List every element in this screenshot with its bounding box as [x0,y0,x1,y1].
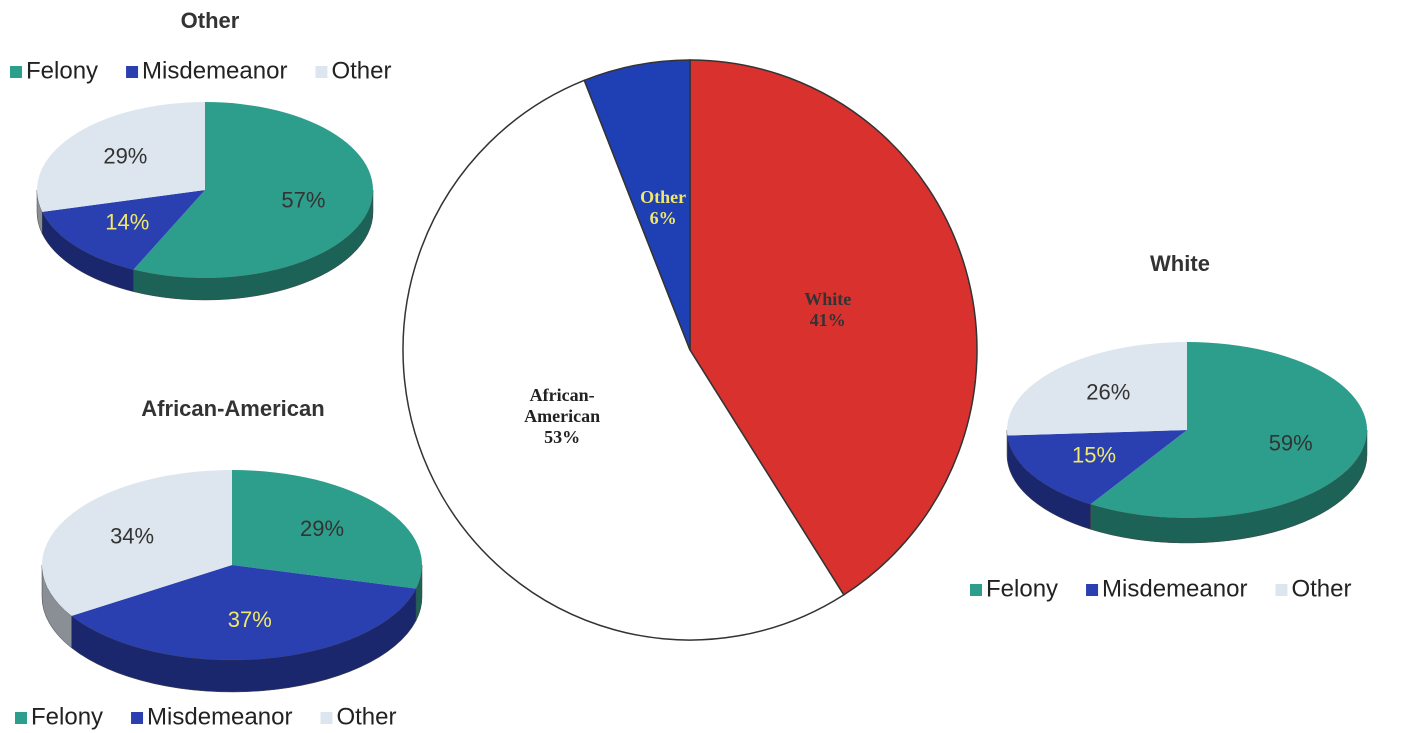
chart-title: White [1150,251,1210,276]
pie-slice [402,79,845,641]
data-label: 6% [649,208,677,229]
chart-title: Other [181,8,240,33]
legend-marker [1275,584,1288,596]
legend-marker [10,66,22,78]
legend-label: Other [331,57,391,84]
data-label: 34% [110,523,154,548]
pie-slice [37,102,205,212]
pie-slice [689,59,978,596]
slice-category: White [804,289,852,310]
legend-label: Misdemeanor [142,57,287,84]
legend-label: Felony [986,575,1058,602]
pie-slice [133,102,374,278]
legend-label: Other [336,703,396,730]
legend-marker [1086,584,1099,596]
pie-slice [42,190,205,270]
slice-category: Other [640,187,687,208]
data-label: 29% [300,516,344,541]
data-label: 15% [1072,443,1116,468]
legend-label: Misdemeanor [147,703,292,730]
pie-slice [1090,342,1368,518]
slice-category: African-American [524,384,601,426]
legend-marker [315,66,328,78]
data-label: 26% [1086,380,1130,405]
data-label: 53% [544,426,581,447]
pie-slice [1007,430,1187,505]
pie-slice [232,470,422,589]
pie-slice [583,59,691,351]
pie-slice [71,565,417,661]
legend-marker [131,712,144,724]
pie-slice [41,470,233,616]
chart-title: African-American [141,396,324,421]
legend-label: Other [1291,575,1351,602]
legend-marker [126,66,139,78]
data-label: 57% [281,187,325,212]
legend-marker [320,712,333,724]
data-label: 37% [228,607,272,632]
legend-marker [15,712,27,724]
legend-marker [970,584,982,596]
pie-slice [1006,342,1187,436]
data-label: 41% [809,310,846,331]
data-label: 59% [1269,431,1313,456]
data-label: 29% [103,143,147,168]
data-label: 14% [105,209,149,234]
legend-label: Misdemeanor [1102,575,1247,602]
legend-label: Felony [31,703,103,730]
legend-label: Felony [26,57,98,84]
